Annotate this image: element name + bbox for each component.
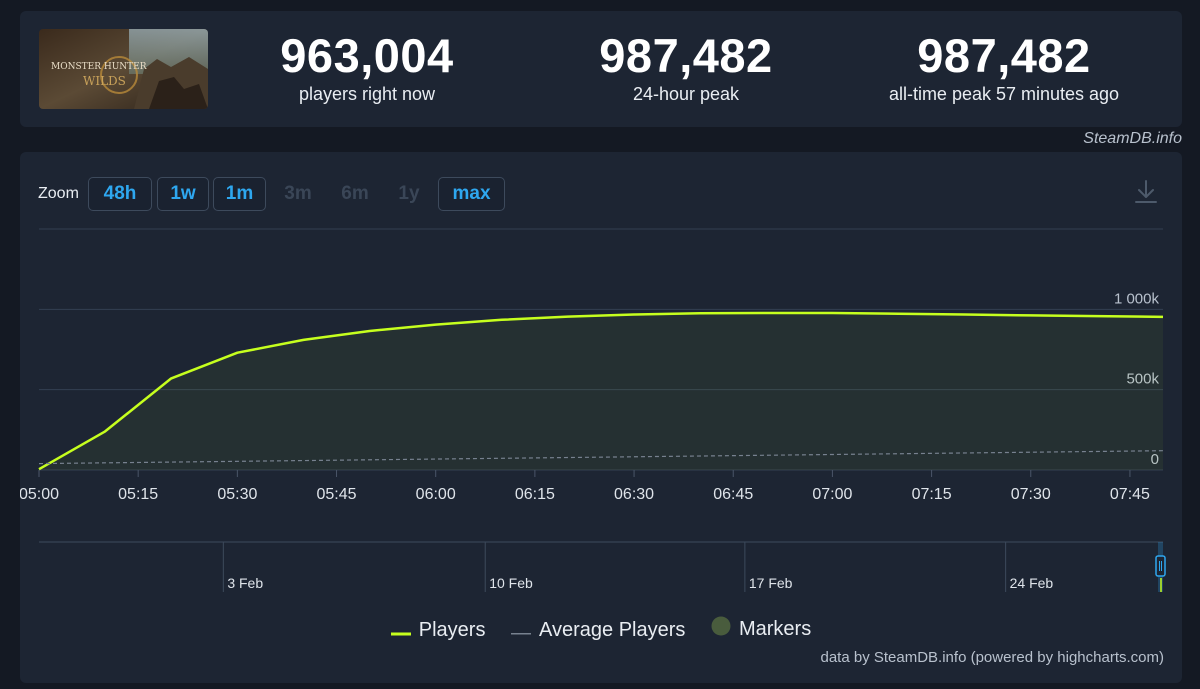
x-tick-label: 05:30: [217, 486, 257, 503]
players-series-line: [38, 311, 1164, 471]
zoom-1m-button[interactable]: 1m: [213, 177, 266, 211]
navigator-handle-icon[interactable]: [1155, 555, 1166, 577]
average-series-line: [38, 450, 1164, 465]
stat-24h-peak: 987,482 24-hour peak: [536, 31, 836, 107]
legend-average-label: Average Players: [539, 619, 686, 641]
x-tick-label: 07:30: [1011, 486, 1051, 503]
24h-peak-label: 24-hour peak: [632, 84, 740, 104]
legend-markers-label: Markers: [738, 617, 812, 640]
chart-card: Zoom 48h 1w 1m 3m 6m 1y max 0 500k 1 000k 0…: [20, 152, 1182, 683]
legend-average-players[interactable]: Average Players: [511, 619, 685, 642]
y-tick-label: 1 000k: [1114, 290, 1160, 307]
zoom-max-button[interactable]: max: [438, 177, 505, 211]
stat-all-time-peak: 987,482 all-time peak 57 minutes ago: [854, 31, 1154, 107]
legend-players[interactable]: Players: [390, 619, 486, 642]
y-tick-label: 500k: [1126, 371, 1159, 388]
x-tick-label: 07:15: [912, 486, 952, 503]
zoom-label: Zoom: [38, 185, 79, 202]
all-time-peak-value: 987,482: [917, 29, 1091, 82]
24h-peak-value: 987,482: [599, 29, 773, 82]
highcharts-credit[interactable]: data by SteamDB.info (powered by highcha…: [820, 649, 1165, 666]
logo-text-bottom: WILDS: [83, 74, 126, 88]
player-chart[interactable]: 0 500k 1 000k 05:00 05:15 05:30 05:45 06:00 06:1…: [20, 152, 1182, 612]
stat-current-players: 963,004 players right now: [217, 31, 517, 107]
x-tick-label: 05:15: [118, 486, 158, 503]
zoom-3m-button: 3m: [284, 183, 312, 204]
stats-card: MONSTER HUNTER WILDS 963,004 players rig…: [20, 11, 1182, 127]
steamdb-credit[interactable]: SteamDB.info: [1083, 130, 1182, 147]
zoom-1w-button[interactable]: 1w: [157, 177, 209, 211]
x-tick-label: 07:00: [812, 486, 852, 503]
average-swatch-icon: [511, 619, 532, 642]
x-tick-label: 05:45: [317, 486, 357, 503]
players-swatch-icon: [390, 619, 411, 642]
legend-markers[interactable]: Markers: [711, 616, 811, 642]
x-tick-label: 06:45: [713, 486, 753, 503]
x-tick-label: 05:00: [20, 486, 59, 503]
navigator-label: 24 Feb: [1010, 575, 1054, 591]
game-thumbnail[interactable]: MONSTER HUNTER WILDS: [39, 29, 208, 109]
navigator-label: 10 Feb: [489, 575, 533, 591]
x-tick-label: 06:00: [416, 486, 456, 503]
y-tick-label: 0: [1151, 451, 1159, 468]
current-players-value: 963,004: [280, 29, 454, 82]
zoom-6m-button: 6m: [341, 183, 369, 204]
download-icon[interactable]: [1134, 179, 1158, 210]
zoom-1y-button: 1y: [398, 183, 420, 204]
navigator-label: 3 Feb: [227, 575, 263, 591]
players-area: [39, 313, 1163, 470]
navigator-label: 17 Feb: [749, 575, 793, 591]
current-players-label: players right now: [298, 84, 436, 104]
legend-players-label: Players: [418, 619, 486, 641]
x-tick-label: 06:15: [515, 486, 555, 503]
markers-swatch-icon: [711, 616, 731, 642]
x-tick-label: 06:30: [614, 486, 654, 503]
x-tick-label: 07:45: [1110, 486, 1150, 503]
zoom-48h-button[interactable]: 48h: [88, 177, 152, 211]
navigator: [39, 542, 1163, 592]
logo-text-top: MONSTER HUNTER: [51, 62, 147, 72]
chart-legend: Players Average Players Markers: [20, 616, 1182, 642]
all-time-peak-label: all-time peak 57 minutes ago: [888, 84, 1120, 104]
